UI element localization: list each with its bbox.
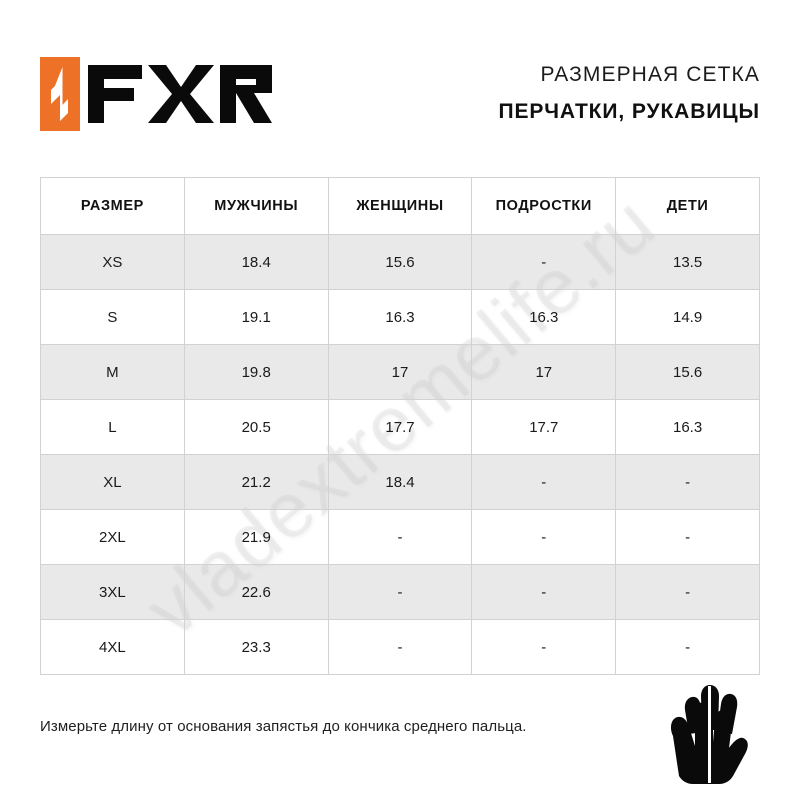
cell-kids: 13.5 [615, 234, 760, 290]
cell-men: 18.4 [183, 234, 329, 290]
cell-size: 3XL [40, 564, 185, 620]
cell-kids: - [615, 454, 760, 510]
cell-men: 19.1 [183, 289, 329, 345]
cell-kids: 16.3 [615, 399, 760, 455]
cell-men: 23.3 [183, 619, 329, 675]
cell-women: 16.3 [327, 289, 473, 345]
page-title: РАЗМЕРНАЯ СЕТКА [540, 63, 760, 86]
column-header-men: МУЖЧИНЫ [183, 177, 329, 235]
table-row: 4XL 23.3- - - [40, 619, 760, 675]
column-header-women: ЖЕНЩИНЫ [327, 177, 473, 235]
page-subtitle: ПЕРЧАТКИ, РУКАВИЦЫ [498, 100, 760, 124]
table-header-row: РАЗМЕР МУЖЧИНЫ ЖЕНЩИНЫ ПОДРОСТКИ ДЕТИ [40, 177, 760, 235]
cell-women: 17 [327, 344, 473, 400]
column-header-size: РАЗМЕР [40, 177, 185, 235]
page-header: РАЗМЕРНАЯ СЕТКА ПЕРЧАТКИ, РУКАВИЦЫ [0, 0, 800, 150]
table-row: 3XL 22.6- - - [40, 564, 760, 620]
cell-men: 20.5 [183, 399, 329, 455]
cell-men: 21.2 [183, 454, 329, 510]
cell-men: 22.6 [183, 564, 329, 620]
cell-kids: 14.9 [615, 289, 760, 345]
cell-women: 18.4 [327, 454, 473, 510]
cell-teens: - [471, 564, 617, 620]
cell-kids: - [615, 564, 760, 620]
size-table-head: РАЗМЕР МУЖЧИНЫ ЖЕНЩИНЫ ПОДРОСТКИ ДЕТИ [40, 177, 760, 235]
size-table: РАЗМЕР МУЖЧИНЫ ЖЕНЩИНЫ ПОДРОСТКИ ДЕТИ XS… [40, 177, 760, 675]
table-row: XS 18.4 15.6-13.5 [40, 234, 760, 290]
cell-teens: - [471, 509, 617, 565]
size-table-body: XS 18.4 15.6-13.5 S 19.1 16.3 16.3 14.9 M 19.8 17 1… [40, 234, 760, 675]
cell-size: 2XL [40, 509, 185, 565]
cell-size: XS [40, 234, 185, 290]
cell-teens: - [471, 454, 617, 510]
cell-teens: - [471, 619, 617, 675]
cell-teens: 17 [471, 344, 617, 400]
cell-kids: - [615, 509, 760, 565]
cell-size: S [40, 289, 185, 345]
table-row: S 19.1 16.3 16.3 14.9 [40, 289, 760, 345]
cell-size: XL [40, 454, 185, 510]
fxr-wordmark [86, 63, 276, 125]
column-header-teens: ПОДРОСТКИ [471, 177, 617, 235]
cell-teens: - [471, 234, 617, 290]
hand-measure-icon [645, 684, 757, 786]
brand-logo [40, 57, 276, 131]
cell-size: M [40, 344, 185, 400]
cell-size: 4XL [40, 619, 185, 675]
cell-women: 17.7 [327, 399, 473, 455]
cell-women: 15.6 [327, 234, 473, 290]
table-row: L 20.5 17.7 17.7 16.3 [40, 399, 760, 455]
cell-size: L [40, 399, 185, 455]
cell-kids: 15.6 [615, 344, 760, 400]
table-row: M 19.8 17 17 15.6 [40, 344, 760, 400]
cell-men: 19.8 [183, 344, 329, 400]
cell-teens: 17.7 [471, 399, 617, 455]
cell-women: - [327, 564, 473, 620]
header-title-block: РАЗМЕРНАЯ СЕТКА ПЕРЧАТКИ, РУКАВИЦЫ [498, 62, 760, 124]
table-row: 2XL 21.9- - - [40, 509, 760, 565]
measurement-instruction: Измерьте длину от основания запястья до … [40, 718, 527, 735]
table-row: XL 21.2 18.4- - [40, 454, 760, 510]
cell-teens: 16.3 [471, 289, 617, 345]
cell-women: - [327, 619, 473, 675]
cell-men: 21.9 [183, 509, 329, 565]
fxr-arrow-mark-icon [40, 57, 80, 131]
cell-kids: - [615, 619, 760, 675]
cell-women: - [327, 509, 473, 565]
size-table-container: РАЗМЕР МУЖЧИНЫ ЖЕНЩИНЫ ПОДРОСТКИ ДЕТИ XS… [40, 177, 760, 675]
column-header-kids: ДЕТИ [615, 177, 760, 235]
